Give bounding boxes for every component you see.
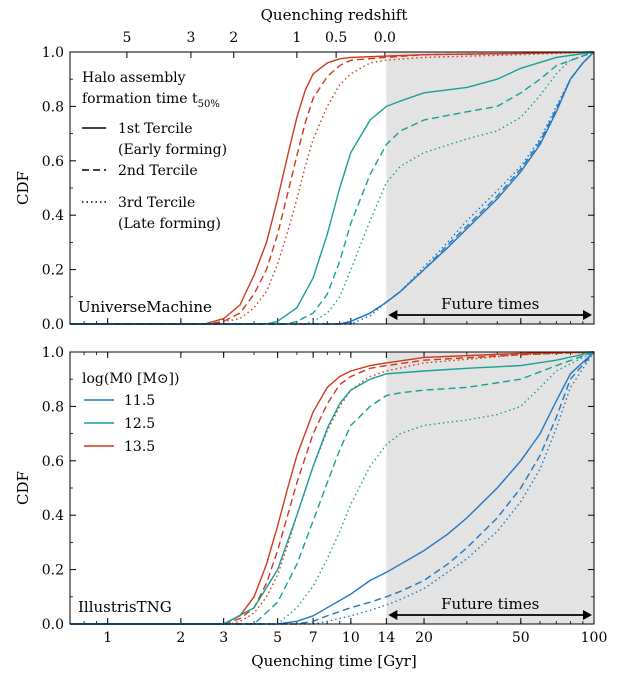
future-arrow-left-head — [388, 310, 398, 320]
series-line-m135-tercile2 — [70, 351, 595, 625]
legend-entry-label: 3rd Tercile — [118, 195, 195, 211]
series-line-m115-tercile2 — [70, 51, 595, 325]
future-shading — [386, 52, 594, 324]
future-times-label: Future times — [441, 295, 539, 313]
panel-label: IllustrisTNG — [78, 598, 172, 616]
redshift-tick-label: 1 — [292, 30, 301, 46]
series-line-m135-tercile2 — [70, 51, 595, 325]
legend-title-text: formation time t — [82, 91, 198, 107]
series-line-m125-tercile2 — [70, 351, 595, 625]
x-tick-label: 100 — [581, 630, 608, 646]
legend-entry-label: 1st Tercile — [118, 121, 192, 137]
redshift-tick-label: 5 — [122, 30, 131, 46]
legend-title-line2: formation time t50% — [82, 91, 220, 110]
y-axis-label: CDF — [14, 171, 32, 205]
series-line-m125-tercile3 — [70, 51, 595, 325]
x-tick-label: 20 — [415, 630, 433, 646]
panel-1: 0.0 0.2 0.4 0.6 0.8 1.0 5 3 2 1 0.5 0.0 CDF Future ti… — [14, 30, 595, 333]
y-tick-label: 0.0 — [42, 317, 64, 333]
legend-title: log(M0 [M⊙]) — [82, 371, 179, 387]
redshift-tick-label: 0.0 — [374, 30, 396, 46]
series-line-m125-tercile2 — [70, 51, 595, 325]
y-tick-label: 0.6 — [42, 454, 64, 470]
x-tick-label: 1 — [103, 630, 112, 646]
series-line-m135-tercile3 — [70, 351, 595, 625]
future-arrow-right-head — [583, 310, 592, 320]
legend-entry-label: 13.5 — [124, 439, 155, 455]
legend-title-subscript: 50% — [198, 99, 220, 110]
future-arrow-left-head — [388, 610, 398, 620]
bottom-axis-label: Quenching time [Gyr] — [251, 652, 416, 670]
y-tick-label: 0.2 — [42, 563, 64, 579]
x-tick-label: 3 — [219, 630, 228, 646]
legend-title-line1: Halo assembly — [82, 70, 186, 86]
y-tick-label: 0.8 — [42, 99, 64, 115]
series-line-m115-tercile2 — [70, 351, 595, 625]
plot-frame — [69, 351, 595, 625]
future-arrow-right-head — [583, 610, 592, 620]
x-tick-label: 2 — [176, 630, 185, 646]
legend-entry-sublabel: (Early forming) — [118, 142, 227, 158]
y-tick-label: 1.0 — [42, 345, 64, 361]
x-tick-label: 14 — [377, 630, 395, 646]
legend-entry-sublabel: (Late forming) — [118, 216, 221, 232]
x-tick-label: 7 — [309, 630, 318, 646]
plot-frame — [69, 51, 595, 325]
y-tick-label: 0.2 — [42, 263, 64, 279]
series-line-m115-tercile1 — [70, 351, 595, 625]
redshift-tick-label: 0.5 — [325, 30, 347, 46]
panel-2: 1 2 3 5 7 10 14 20 50 100 0.0 0.2 0.4 0.6 0.8 1.0 CDF Fut… — [14, 345, 607, 646]
series-line-m125-tercile3 — [70, 351, 595, 625]
series-line-m125-tercile1 — [70, 351, 595, 625]
x-tick-label: 5 — [273, 630, 282, 646]
series-line-m125-tercile1 — [70, 51, 595, 325]
future-shading — [386, 352, 594, 624]
legend-entry-label: 12.5 — [124, 416, 155, 432]
series-line-m115-tercile3 — [70, 351, 595, 625]
redshift-tick-label: 2 — [229, 30, 238, 46]
top-axis-label: Quenching redshift — [261, 6, 408, 24]
panel-label: UniverseMachine — [78, 298, 212, 316]
y-tick-label: 0.4 — [42, 208, 64, 224]
series-line-m135-tercile1 — [70, 51, 595, 325]
y-tick-label: 0.8 — [42, 399, 64, 415]
legend-entry-label: 11.5 — [124, 393, 155, 409]
y-tick-label: 0.0 — [42, 617, 64, 633]
series-line-m115-tercile3 — [70, 51, 595, 325]
y-tick-label: 1.0 — [42, 45, 64, 61]
y-axis-label: CDF — [14, 471, 32, 505]
y-tick-label: 0.6 — [42, 154, 64, 170]
legend-entry-label: 2nd Tercile — [118, 163, 198, 179]
x-tick-label: 50 — [512, 630, 530, 646]
series-line-m135-tercile3 — [70, 51, 595, 325]
redshift-tick-label: 3 — [186, 30, 195, 46]
future-times-label: Future times — [441, 595, 539, 613]
x-tick-label: 10 — [342, 630, 360, 646]
series-line-m135-tercile1 — [70, 351, 595, 625]
y-tick-label: 0.4 — [42, 508, 64, 524]
